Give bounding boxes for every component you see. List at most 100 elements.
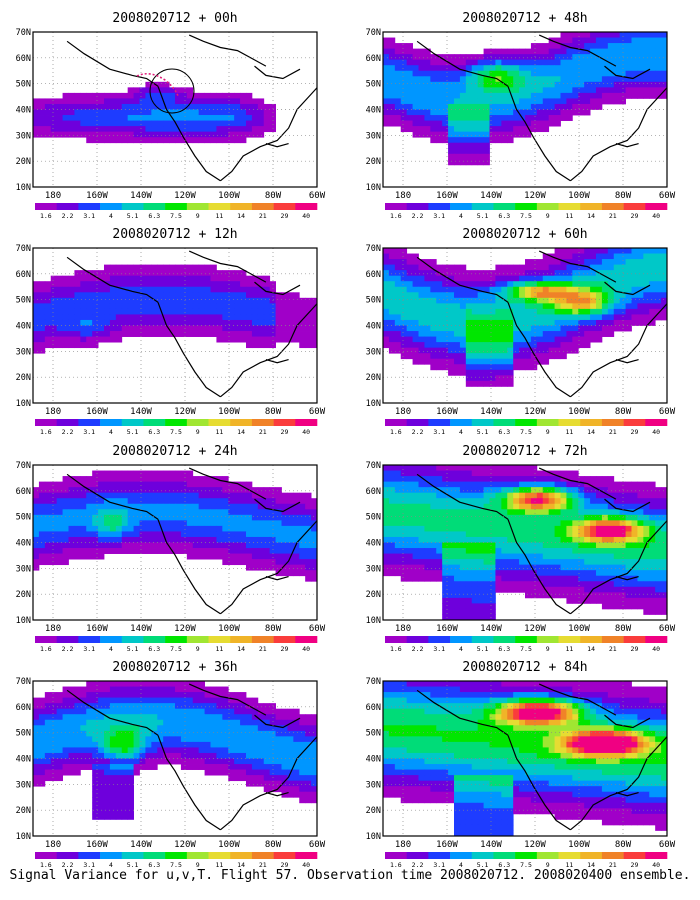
colorbar-segment [165,636,188,643]
lon-tick-label: 80W [265,624,282,634]
colorbar-segment [100,852,123,859]
lon-tick-label: 120W [524,191,546,201]
colorbar-segment [100,419,123,426]
lat-tick-label: 10N [16,616,31,626]
colorbar-segment [230,203,253,210]
colorbar-label: 40 [652,428,660,436]
panel-title: 2008020712 + 00h [112,11,237,26]
colorbar-label: 4 [109,428,113,436]
colorbar-label: 2.2 [412,645,424,653]
colorbar-segment [601,419,624,426]
variance-field [383,248,667,387]
colorbar-segment [471,203,494,210]
colorbar-label: 1.6 [40,428,52,436]
colorbar-segment [121,203,144,210]
colorbar-label: 7.5 [170,212,182,220]
colorbar-segment [580,419,603,426]
lat-tick-label: 40N [366,755,381,765]
lat-tick-label: 70N [16,677,31,687]
panel-title: 2008020712 + 84h [462,660,587,675]
map-panel: 2008020712 + 84h 70N 60N 50N 40N 30N 20N 10N 180… [366,660,676,869]
colorbar-segment [493,852,516,859]
lat-tick-label: 20N [16,157,31,167]
lon-tick-label: 160W [436,407,458,417]
colorbar-label: 21 [609,212,617,220]
colorbar-label: 5.1 [127,645,139,653]
colorbar-label: 9 [546,212,550,220]
colorbar-label: 3.1 [83,861,95,869]
colorbar-label: 14 [237,212,245,220]
lon-tick-label: 120W [174,840,196,850]
colorbar-label: 11 [215,428,223,436]
colorbar-segment [186,852,209,859]
colorbar-label: 29 [281,861,289,869]
colorbar-segment [450,203,473,210]
observation-marker [136,68,195,114]
lon-tick-label: 60W [309,624,326,634]
colorbar-segment [385,203,407,210]
lat-tick-label: 40N [366,539,381,549]
colorbar-label: 4 [459,212,463,220]
colorbar-segment [558,419,581,426]
colorbar-label: 1.6 [40,861,52,869]
lon-tick-label: 180 [395,407,411,417]
lat-tick-label: 20N [16,590,31,600]
lat-tick-label: 60N [366,270,381,280]
lon-tick-label: 80W [615,624,632,634]
colorbar-segment [536,419,559,426]
lon-tick-label: 100W [218,840,240,850]
colorbar-segment [645,203,668,210]
colorbar-label: 5.1 [477,212,489,220]
colorbar-segment [208,852,231,859]
lat-tick-label: 10N [16,832,31,842]
colorbar-segment [273,419,296,426]
variance-field [383,681,667,836]
colorbar-label: 21 [609,645,617,653]
lat-tick-label: 60N [366,487,381,497]
colorbar-label: 5.1 [477,428,489,436]
colorbar-segment [208,636,231,643]
colorbar-segment [273,636,296,643]
colorbar-label: 7.5 [520,212,532,220]
colorbar-segment [406,419,429,426]
colorbar-segment [493,203,516,210]
lon-tick-label: 120W [174,407,196,417]
colorbar-segment [601,636,624,643]
coastline [66,34,317,182]
colorbar-label: 2.2 [412,428,424,436]
colorbar-label: 29 [631,645,639,653]
colorbar-segment [428,203,451,210]
lon-tick-label: 140W [130,407,152,417]
colorbar-segment [471,636,494,643]
colorbar-segment [493,419,516,426]
colorbar-segment [450,636,473,643]
variance-field [33,264,317,354]
colorbar-label: 21 [259,861,267,869]
map-panel: 2008020712 + 48h 70N 60N 50N 40N 30N 20N 10N 180… [366,11,676,220]
lon-tick-label: 160W [436,840,458,850]
lat-tick-label: 10N [366,399,381,409]
colorbar-segment [78,636,101,643]
colorbar-segment [186,419,209,426]
lon-tick-label: 160W [436,191,458,201]
colorbar-segment [645,852,668,859]
lon-tick-label: 140W [480,407,502,417]
colorbar-label: 6.3 [498,645,510,653]
lat-tick-label: 50N [366,296,381,306]
colorbar-segment [580,636,603,643]
colorbar-segment [558,852,581,859]
lat-tick-label: 50N [16,513,31,523]
lat-tick-label: 20N [16,806,31,816]
colorbar-label: 1.6 [390,861,402,869]
lat-tick-label: 10N [16,399,31,409]
lat-tick-label: 70N [366,461,381,471]
lon-tick-label: 60W [309,191,326,201]
lon-tick-label: 80W [265,840,282,850]
colorbar-label: 11 [565,428,573,436]
colorbar-segment [428,419,451,426]
variance-field [33,81,276,144]
colorbar-segment [580,852,603,859]
colorbar-segment [143,852,166,859]
colorbar-label: 1.6 [390,428,402,436]
lat-tick-label: 60N [366,54,381,64]
